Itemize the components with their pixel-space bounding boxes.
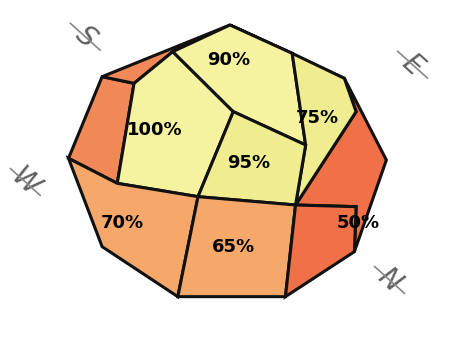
Polygon shape <box>178 197 296 297</box>
Polygon shape <box>198 112 306 205</box>
Polygon shape <box>285 205 356 297</box>
Polygon shape <box>69 77 134 183</box>
Text: W: W <box>6 162 45 202</box>
Polygon shape <box>173 25 306 145</box>
Polygon shape <box>102 25 230 83</box>
Text: 65%: 65% <box>212 238 255 255</box>
Polygon shape <box>292 53 356 205</box>
Text: N: N <box>372 262 407 298</box>
Text: S: S <box>69 20 101 53</box>
Text: 70%: 70% <box>101 214 144 232</box>
Text: 90%: 90% <box>207 51 250 69</box>
Polygon shape <box>296 78 386 252</box>
Polygon shape <box>69 158 198 297</box>
Polygon shape <box>117 52 233 197</box>
Text: 100%: 100% <box>126 121 182 139</box>
Text: 75%: 75% <box>296 109 339 127</box>
Text: E: E <box>397 49 428 81</box>
Polygon shape <box>230 25 356 145</box>
Text: 95%: 95% <box>227 154 270 172</box>
Text: 50%: 50% <box>336 214 379 232</box>
